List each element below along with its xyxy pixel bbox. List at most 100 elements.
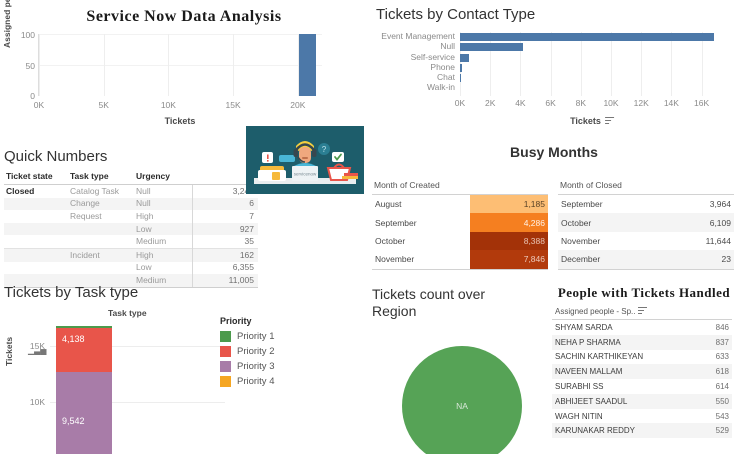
table-row[interactable]: NEHA P SHARMA 837 (552, 334, 732, 350)
table-row[interactable]: NAVEEN MALLAM 618 (552, 364, 732, 380)
contact-row: Null (440, 41, 724, 52)
contact-bar-phone[interactable] (460, 63, 462, 72)
table-row[interactable]: November 7,846 (372, 250, 548, 270)
cell-month: November (372, 250, 470, 270)
table-row[interactable]: October 6,109 (558, 213, 734, 232)
table-row[interactable]: KARUNAKAR REDDY 529 (552, 423, 732, 439)
table-row[interactable]: Incident High 162 (4, 247, 258, 262)
quick-numbers-title: Quick Numbers (4, 148, 108, 165)
cell-state (4, 274, 68, 287)
legend-title: Priority (220, 316, 252, 326)
table-row[interactable]: December 23 (558, 250, 734, 270)
contact-bar-chat[interactable] (460, 74, 462, 83)
cell-value: 8,388 (470, 231, 548, 251)
sort-descending-icon[interactable] (637, 307, 647, 315)
table-row[interactable]: Medium 11,005 (4, 274, 258, 287)
segment-priority-3[interactable]: 9,542 (56, 371, 112, 454)
contact-bar-self-service[interactable] (460, 53, 469, 62)
task-type-title: Tickets by Task type (4, 284, 139, 301)
segment-priority-1[interactable] (56, 326, 112, 328)
cell-state (4, 210, 68, 223)
x-tick-0k: 0K (33, 100, 45, 110)
cell-value: 4,286 (470, 213, 548, 232)
legend-swatch-priority-1 (220, 331, 231, 342)
table-row[interactable]: SURABHI SS 614 (552, 379, 732, 394)
quick-numbers-table: Ticket state Task type Urgency Closed Ca… (4, 171, 258, 287)
cell-person-name: NEHA P SHARMA (552, 334, 684, 350)
legend-swatch-priority-2 (220, 346, 231, 357)
task-type-plot: 15K 10K 4,138 9,542 (30, 324, 225, 454)
legend-item-priority-3[interactable]: Priority 3 (220, 361, 274, 372)
cell-value: 6,109 (658, 213, 734, 232)
panel-busy-months: Busy Months Month of Created August 1,18… (372, 140, 736, 276)
cell-person-value: 633 (715, 352, 729, 362)
contact-bar-null[interactable] (460, 43, 524, 52)
ct-x-tick-4k: 4K (515, 98, 526, 108)
service-now-bar[interactable] (299, 34, 316, 96)
service-now-title: Service Now Data Analysis (86, 8, 282, 25)
service-now-y-axis-label: Assigned peo.. (2, 0, 12, 48)
col-urgency: Urgency (134, 171, 192, 185)
table-row[interactable]: Medium 35 (4, 235, 258, 249)
priority-legend: Priority Priority 1 Priority 2 Priority … (220, 316, 274, 391)
table-row[interactable]: Low 6,355 (4, 261, 258, 275)
ct-x-tick-12k: 12K (633, 98, 649, 108)
table-row[interactable]: October 8,388 (372, 231, 548, 251)
cell-person-name: WAGH NITIN (555, 411, 603, 421)
cell-person-value: 837 (684, 334, 732, 350)
table-row[interactable]: SHYAM SARDA 846 (552, 320, 732, 335)
cell-value: 11,644 (705, 235, 731, 246)
y-tick-50: 50 (25, 60, 35, 71)
panel-people-with-tickets-handled: People with Tickets Handled Assigned peo… (552, 280, 736, 454)
cell-task (68, 222, 134, 236)
table-row[interactable]: Low 927 (4, 222, 258, 236)
col-task-type: Task type (68, 171, 134, 185)
cell-value: 927 (191, 222, 258, 236)
cell-task: Request (70, 210, 102, 221)
contact-type-plot: Event Management Null Self-service Phone… (381, 31, 724, 126)
table-row[interactable]: SACHIN KARTHIKEYAN 633 (552, 350, 732, 365)
table-row[interactable]: Change Null 6 (4, 197, 258, 211)
contact-bar-event-management[interactable] (460, 33, 714, 41)
table-row[interactable]: Closed Catalog Task Null 3,243 (4, 184, 258, 198)
cell-value: 35 (191, 235, 258, 249)
legend-item-priority-2[interactable]: Priority 2 (220, 346, 274, 357)
cell-value: 6 (191, 197, 258, 211)
table-row[interactable]: ABHIJEET SAADUL 550 (552, 393, 732, 409)
cell-value: 7,846 (470, 250, 548, 270)
contact-label-event-management: Event Management (381, 31, 455, 41)
agent-avatar: servicenow (292, 141, 318, 181)
contact-row: Phone (430, 62, 724, 73)
table-row[interactable]: November 11,644 (558, 232, 734, 250)
contact-row: Self-service (411, 52, 724, 63)
cell-value: 7 (191, 210, 258, 223)
cell-value: 11,005 (191, 274, 258, 287)
contact-type-x-axis-label: Tickets (570, 116, 601, 126)
legend-item-priority-4[interactable]: Priority 4 (220, 376, 274, 387)
sort-descending-icon[interactable] (604, 117, 614, 125)
people-title: People with Tickets Handled (557, 285, 731, 300)
check-icon (332, 152, 344, 162)
cell-state (4, 247, 68, 262)
table-row[interactable]: September 3,964 (558, 195, 734, 214)
cell-person-name: SACHIN KARTHIKEYAN (555, 352, 644, 362)
task-type-column-header: Task type (108, 308, 147, 318)
legend-label-priority-1: Priority 1 (237, 331, 275, 342)
x-tick-5k: 5K (98, 100, 109, 110)
x-tick-20k: 20K (290, 100, 306, 110)
legend-label-priority-2: Priority 2 (237, 346, 275, 357)
segment-priority-2[interactable]: 4,138 (56, 327, 112, 372)
cell-urgency: Medium (134, 274, 192, 287)
region-pie-slice-na[interactable]: NA (402, 346, 522, 454)
legend-label-priority-3: Priority 3 (237, 361, 275, 372)
table-row[interactable]: September 4,286 (372, 213, 548, 232)
contact-label-null: Null (440, 41, 455, 52)
legend-item-priority-1[interactable]: Priority 1 (220, 331, 274, 342)
cell-task (68, 262, 134, 275)
y-tick-100: 100 (20, 30, 35, 40)
table-header-row: Month of Created (372, 180, 548, 195)
legend-swatch-priority-3 (220, 361, 231, 372)
table-row[interactable]: August 1,185 (372, 194, 548, 214)
table-row[interactable]: Request High 7 (4, 210, 258, 223)
table-row[interactable]: WAGH NITIN 543 (552, 409, 732, 424)
